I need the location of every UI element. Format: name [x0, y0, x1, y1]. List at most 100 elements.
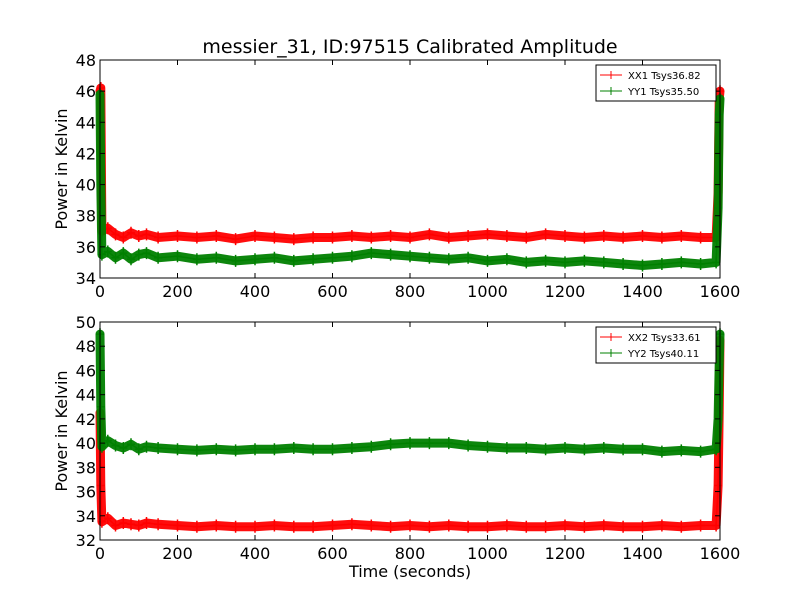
data-point-2-1-12	[192, 520, 201, 533]
data-point-2-1-20	[347, 518, 356, 531]
x-tick-label-1-4: 600	[317, 282, 348, 301]
data-point-2-2-7	[127, 438, 135, 451]
data-point-1-1-25	[444, 231, 453, 244]
x-tick-label-2-3: 400	[240, 544, 271, 563]
data-point-2-1-30	[541, 520, 550, 533]
data-point-2-1-6	[119, 517, 128, 529]
data-point-2-2-20	[347, 442, 356, 454]
data-point-1-1-27	[483, 228, 492, 241]
data-point-1-2-19	[328, 251, 337, 264]
data-point-2-2-25	[444, 437, 453, 450]
data-point-1-1-12	[192, 231, 201, 244]
data-point-2-1-4	[103, 512, 112, 525]
data-point-1-2-35	[638, 259, 647, 272]
data-point-2-1-18	[309, 520, 318, 533]
data-point-2-2-29	[522, 442, 531, 454]
data-point-1-2-13	[212, 251, 221, 264]
data-point-2-1-15	[251, 520, 259, 533]
data-point-1-2-28	[502, 253, 511, 266]
data-point-1-2-27	[483, 254, 492, 267]
data-point-2-1-13	[212, 519, 221, 532]
data-point-1-1-33	[599, 230, 608, 242]
data-point-1-2-10	[154, 251, 163, 264]
y-tick-label-1-8: 48	[76, 51, 96, 70]
data-point-2-1-25	[444, 519, 453, 532]
data-point-1-2-12	[192, 253, 201, 266]
data-point-1-2-36	[657, 258, 666, 270]
data-point-1-2-20	[347, 250, 356, 263]
y-tick-label-1-2: 36	[76, 238, 96, 257]
x-tick-label-1-8: 1400	[622, 282, 663, 301]
legend-2: XX2 Tsys33.61 YY2 Tsys40.11	[595, 326, 717, 364]
data-point-2-1-33	[599, 519, 608, 532]
data-point-2-2-16	[270, 443, 279, 456]
y-tick-label-2-9: 48	[76, 337, 96, 356]
x-tick-label-2-7: 1200	[545, 544, 586, 563]
y-tick-label-1-1: 34	[76, 269, 96, 288]
data-point-1-2-5	[111, 251, 120, 264]
data-point-1-2-4	[103, 245, 112, 258]
data-point-1-2-9	[142, 247, 151, 260]
x-tick-label-2-9: 1600	[700, 544, 741, 563]
y-tick-label-2-4: 38	[76, 458, 96, 477]
data-point-2-2-17	[289, 442, 298, 454]
legend-entry-2-1: XX2 Tsys33.61	[628, 333, 701, 344]
data-point-2-2-11	[173, 443, 182, 456]
data-point-1-2-24	[425, 251, 434, 264]
data-point-2-2-36	[657, 445, 666, 458]
data-point-1-1-38	[696, 231, 705, 244]
data-point-2-1-28	[502, 519, 511, 532]
data-point-1-2-15	[251, 253, 259, 266]
data-point-2-2-5	[111, 439, 120, 452]
data-point-1-2-37	[677, 256, 686, 269]
data-point-1-2-30	[541, 254, 550, 267]
data-point-2-1-16	[270, 519, 279, 532]
data-point-2-1-23	[406, 519, 414, 532]
chart-title: messier_31, ID:97515 Calibrated Amplitud…	[202, 36, 617, 58]
y-tick-label-1-5: 42	[76, 144, 96, 163]
data-point-2-1-3	[97, 515, 106, 528]
data-point-2-1-31	[561, 519, 569, 532]
plot-panel-2: 0 200 400 600 800 1000 1200 1400 1600 32 34 36 38 40 4…	[52, 313, 740, 581]
data-point-2-2-6	[119, 442, 128, 454]
data-point-1-2-38	[696, 258, 705, 270]
y-tick-label-1-3: 38	[76, 207, 96, 226]
data-point-1-2-31	[561, 256, 569, 269]
x-tick-label-1-9: 1600	[700, 282, 741, 301]
data-point-1-2-29	[522, 256, 531, 269]
data-point-2-1-26	[464, 520, 473, 533]
data-point-2-1-29	[522, 520, 531, 533]
data-point-1-1-10	[154, 231, 163, 244]
legend-1: XX1 Tsys36.82 YY1 Tsys35.50	[595, 64, 717, 102]
data-point-1-2-34	[619, 258, 628, 270]
data-point-1-1-8	[134, 230, 143, 242]
data-point-2-2-24	[425, 437, 434, 450]
data-point-1-2-17	[289, 254, 298, 267]
data-point-1-1-21	[367, 231, 376, 244]
x-tick-label-1-7: 1200	[545, 282, 586, 301]
data-point-2-2-33	[599, 442, 608, 454]
data-point-2-2-8	[134, 443, 143, 456]
data-point-1-1-30	[541, 228, 550, 241]
data-point-2-2-10	[154, 442, 163, 454]
x-tick-label-1-6: 1000	[467, 282, 508, 301]
legend-box-1	[595, 64, 717, 102]
data-point-2-2-35	[638, 443, 647, 456]
data-point-1-2-11	[173, 250, 182, 263]
data-point-1-2-22	[386, 248, 395, 261]
y-tick-label-2-2: 34	[76, 507, 96, 526]
data-point-2-2-19	[328, 443, 337, 456]
data-point-2-2-2	[96, 400, 105, 413]
x-tick-label-1-2: 200	[162, 282, 193, 301]
data-point-2-2-32	[580, 443, 589, 456]
data-point-2-1-22	[386, 520, 395, 533]
plot-panel-1: 0 200 400 600 800 1000 1200 1400 1600 34 36 38 40 42 4…	[52, 51, 740, 301]
data-point-2-1-35	[638, 520, 647, 533]
data-point-1-2-23	[406, 250, 414, 263]
data-point-2-1-34	[619, 520, 628, 533]
data-point-1-1-9	[142, 228, 151, 241]
legend-entry-1-2: YY1 Tsys35.50	[627, 87, 699, 98]
x-tick-label-1-1: 0	[95, 282, 105, 301]
data-point-1-2-41	[715, 108, 724, 121]
data-point-2-2-34	[619, 443, 628, 456]
